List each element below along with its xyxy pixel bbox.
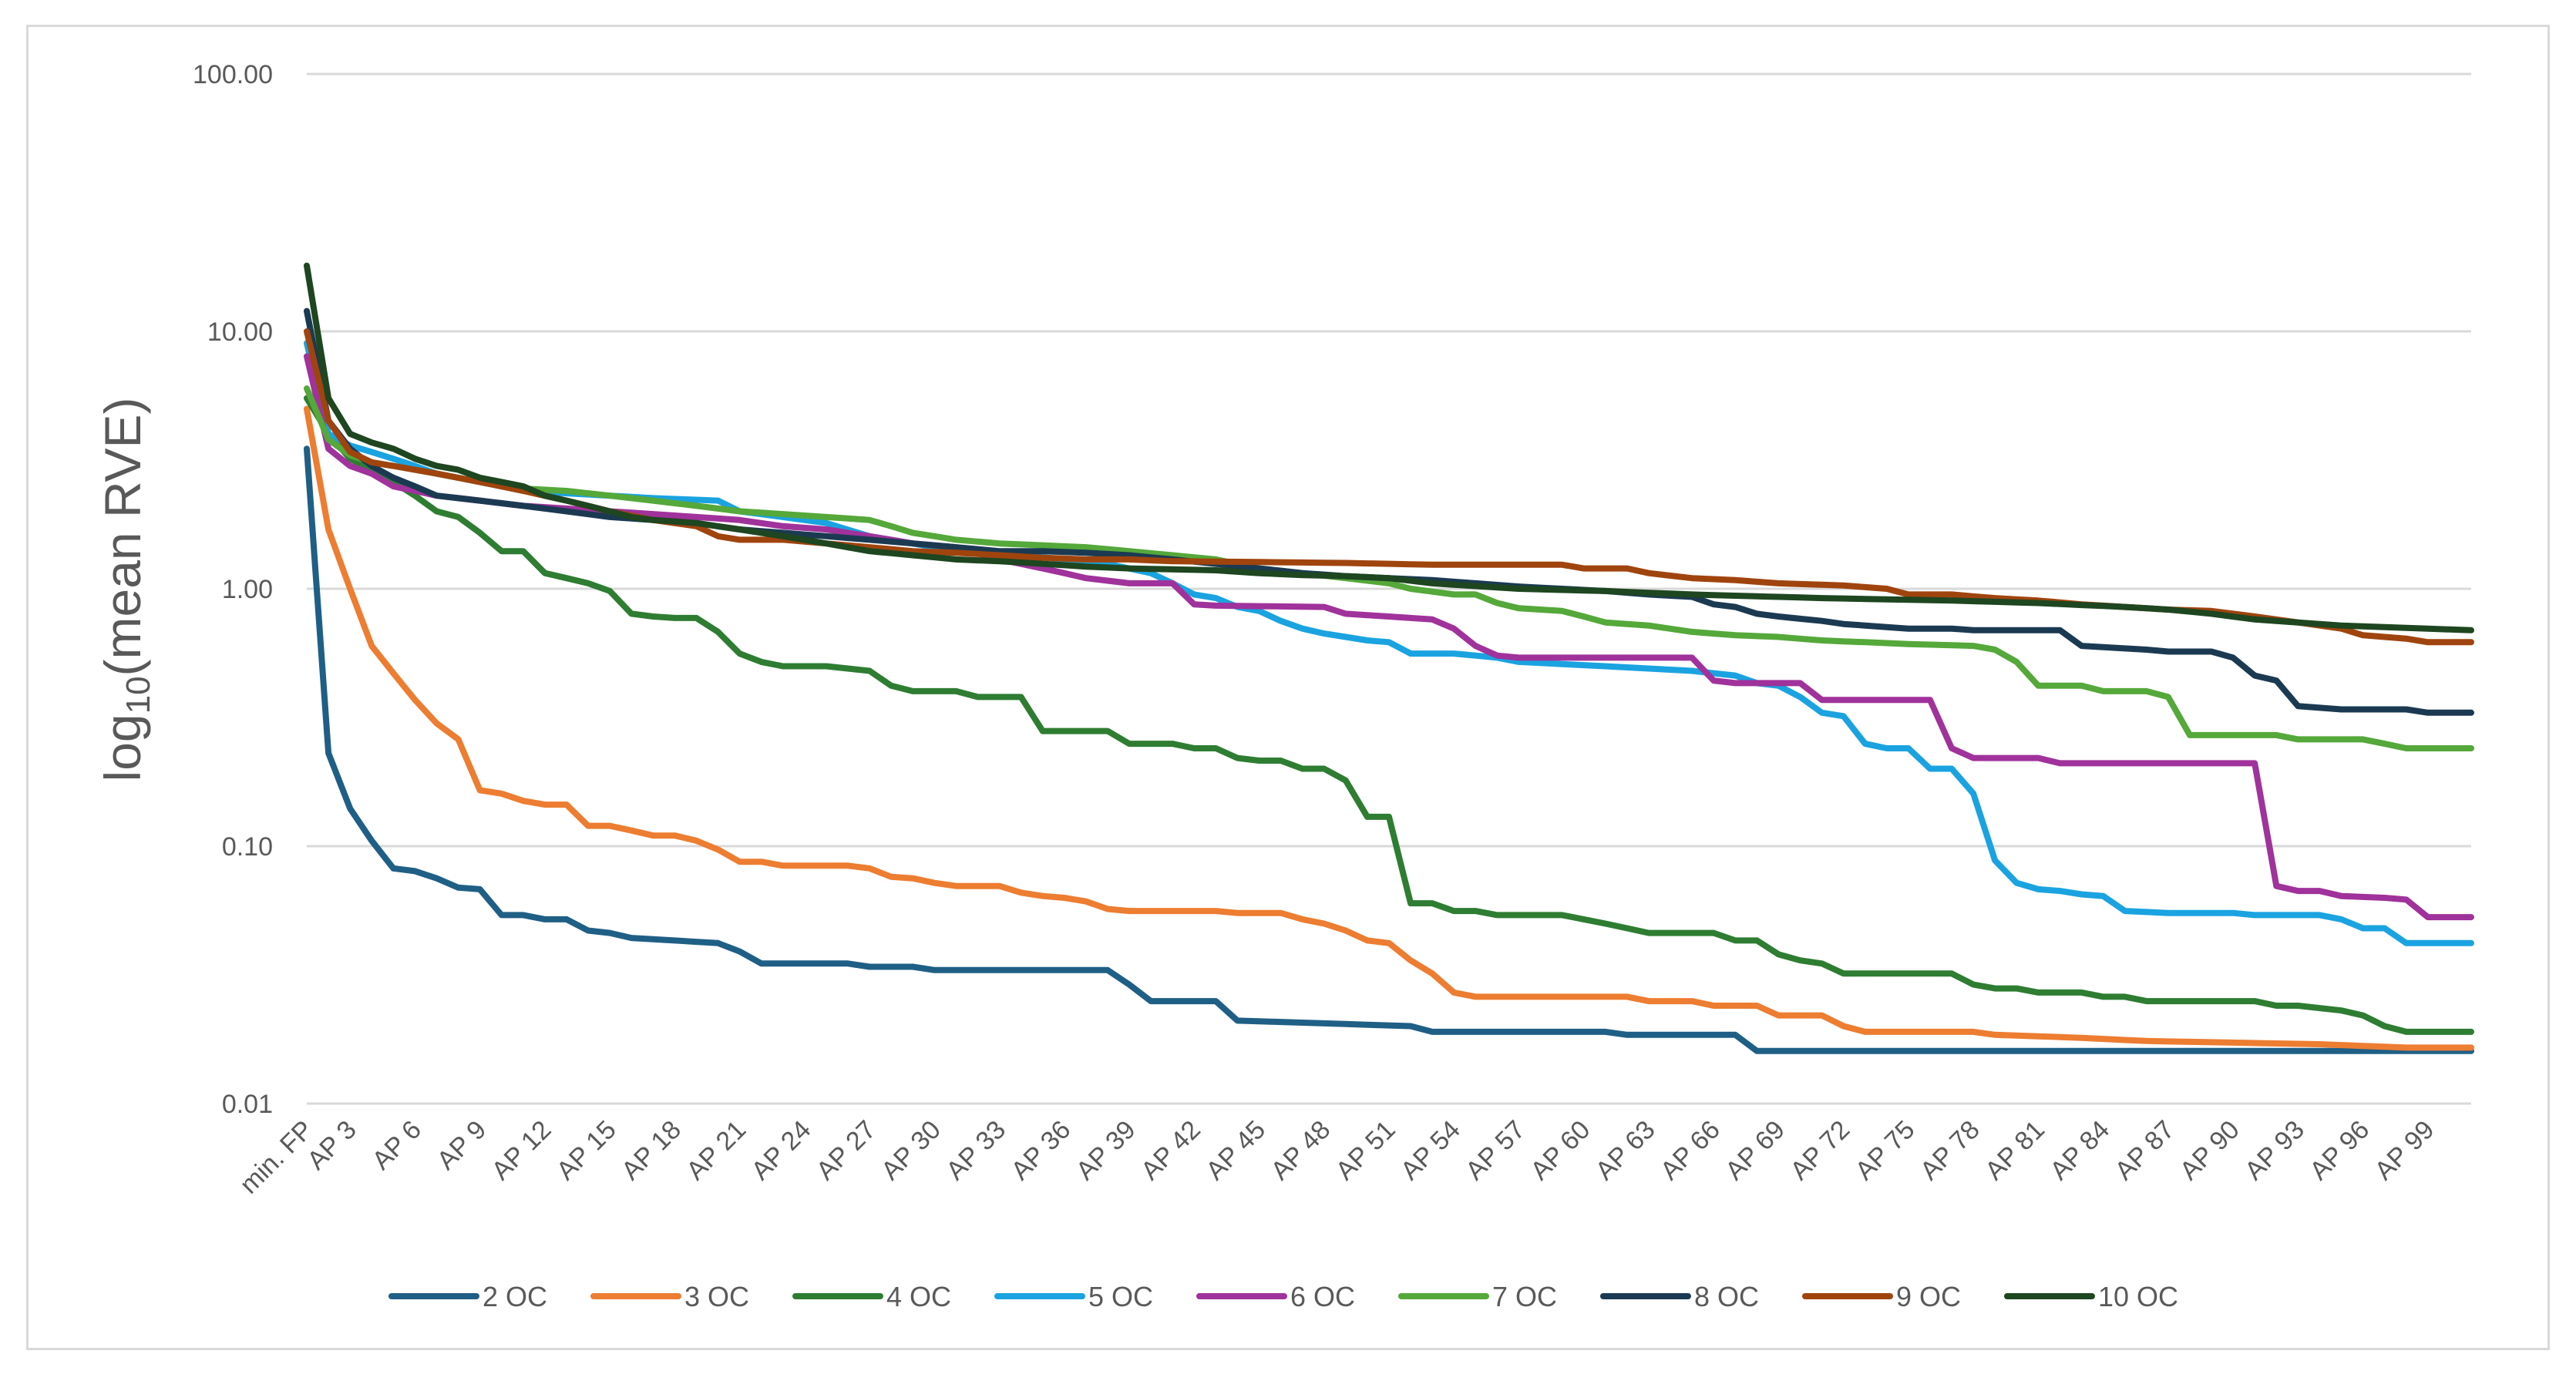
- x-tick-label: AP 78: [1915, 1115, 1986, 1186]
- legend-label-3-oc: 3 OC: [684, 1281, 749, 1312]
- x-tick-label: AP 24: [746, 1115, 817, 1186]
- series-line-9-oc: [304, 328, 2474, 646]
- series-line-4-oc: [304, 395, 2474, 1035]
- x-tick-label: AP 72: [1784, 1115, 1855, 1186]
- x-tick-label: AP 21: [681, 1115, 752, 1186]
- x-tick-label: AP 12: [486, 1115, 557, 1186]
- legend-label-5-oc: 5 OC: [1088, 1281, 1153, 1312]
- x-tick-label: AP 96: [2304, 1115, 2375, 1186]
- legend-label-2-oc: 2 OC: [483, 1281, 547, 1312]
- x-tick-label: AP 30: [876, 1115, 947, 1186]
- legend: 2 OC 3 OC 4 OC 5 OC 6 OC 7 OC 8 OC 9 OC 10 OC: [388, 1281, 2178, 1312]
- series-line-6-oc: [304, 353, 2474, 921]
- x-tick-label: AP 63: [1590, 1115, 1661, 1186]
- y-axis-title: log10(mean RVE): [94, 398, 157, 782]
- series-line-2-oc: [304, 445, 2474, 1054]
- y-axis-tick-labels: 100.00 10.00 1.00 0.10 0.01: [193, 60, 273, 1119]
- x-tick-label: AP 45: [1200, 1115, 1271, 1186]
- x-tick-label: AP 93: [2239, 1115, 2310, 1186]
- x-tick-label: AP 69: [1720, 1115, 1791, 1186]
- x-tick-label: AP 81: [1979, 1115, 2050, 1186]
- x-tick-label: AP 9: [432, 1115, 493, 1176]
- y-tick-label: 100.00: [193, 60, 273, 89]
- x-tick-label: AP 60: [1525, 1115, 1596, 1186]
- series-line-10-oc: [304, 262, 2474, 633]
- series-line-7-oc: [304, 385, 2474, 751]
- y-tick-label: 0.10: [222, 832, 273, 862]
- gridlines: [307, 72, 2471, 1105]
- x-tick-label: AP 51: [1330, 1115, 1401, 1186]
- x-tick-label: AP 90: [2174, 1115, 2245, 1186]
- x-tick-label: AP 48: [1265, 1115, 1336, 1186]
- x-tick-label: AP 39: [1071, 1115, 1142, 1186]
- y-axis-title-base: log: [94, 714, 151, 781]
- x-tick-label: AP 15: [551, 1115, 622, 1186]
- series-line-5-oc: [304, 340, 2474, 946]
- legend-label-9-oc: 9 OC: [1896, 1281, 1961, 1312]
- legend-label-8-oc: 8 OC: [1694, 1281, 1759, 1312]
- chart-frame: [26, 25, 2550, 1350]
- y-tick-label: 0.01: [222, 1090, 273, 1119]
- x-tick-label: AP 87: [2110, 1115, 2181, 1186]
- x-tick-label: AP 57: [1460, 1115, 1531, 1186]
- x-tick-label: AP 18: [616, 1115, 687, 1186]
- y-axis-title-rest: (mean RVE): [94, 398, 151, 677]
- x-tick-label: AP 36: [1006, 1115, 1077, 1186]
- x-tick-label: AP 75: [1850, 1115, 1921, 1186]
- x-tick-label: AP 66: [1655, 1115, 1726, 1186]
- x-tick-label: AP 27: [811, 1115, 882, 1186]
- x-tick-label: AP 6: [366, 1115, 427, 1176]
- legend-label-7-oc: 7 OC: [1492, 1281, 1557, 1312]
- y-tick-label: 10.00: [207, 318, 273, 347]
- x-tick-label: AP 54: [1395, 1115, 1466, 1186]
- x-tick-label: AP 84: [2044, 1115, 2115, 1186]
- legend-label-10-oc: 10 OC: [2098, 1281, 2178, 1312]
- series-lines: [304, 262, 2474, 1054]
- series-line-3-oc: [304, 405, 2474, 1051]
- x-tick-label: AP 33: [940, 1115, 1011, 1186]
- y-tick-label: 1.00: [222, 575, 273, 604]
- x-tick-label: AP 42: [1135, 1115, 1206, 1186]
- legend-label-4-oc: 4 OC: [886, 1281, 951, 1312]
- y-axis-title-subscript: 10: [119, 676, 157, 714]
- x-tick-label: AP 99: [2369, 1115, 2440, 1186]
- legend-label-6-oc: 6 OC: [1290, 1281, 1355, 1312]
- x-tick-label: AP 3: [301, 1115, 362, 1176]
